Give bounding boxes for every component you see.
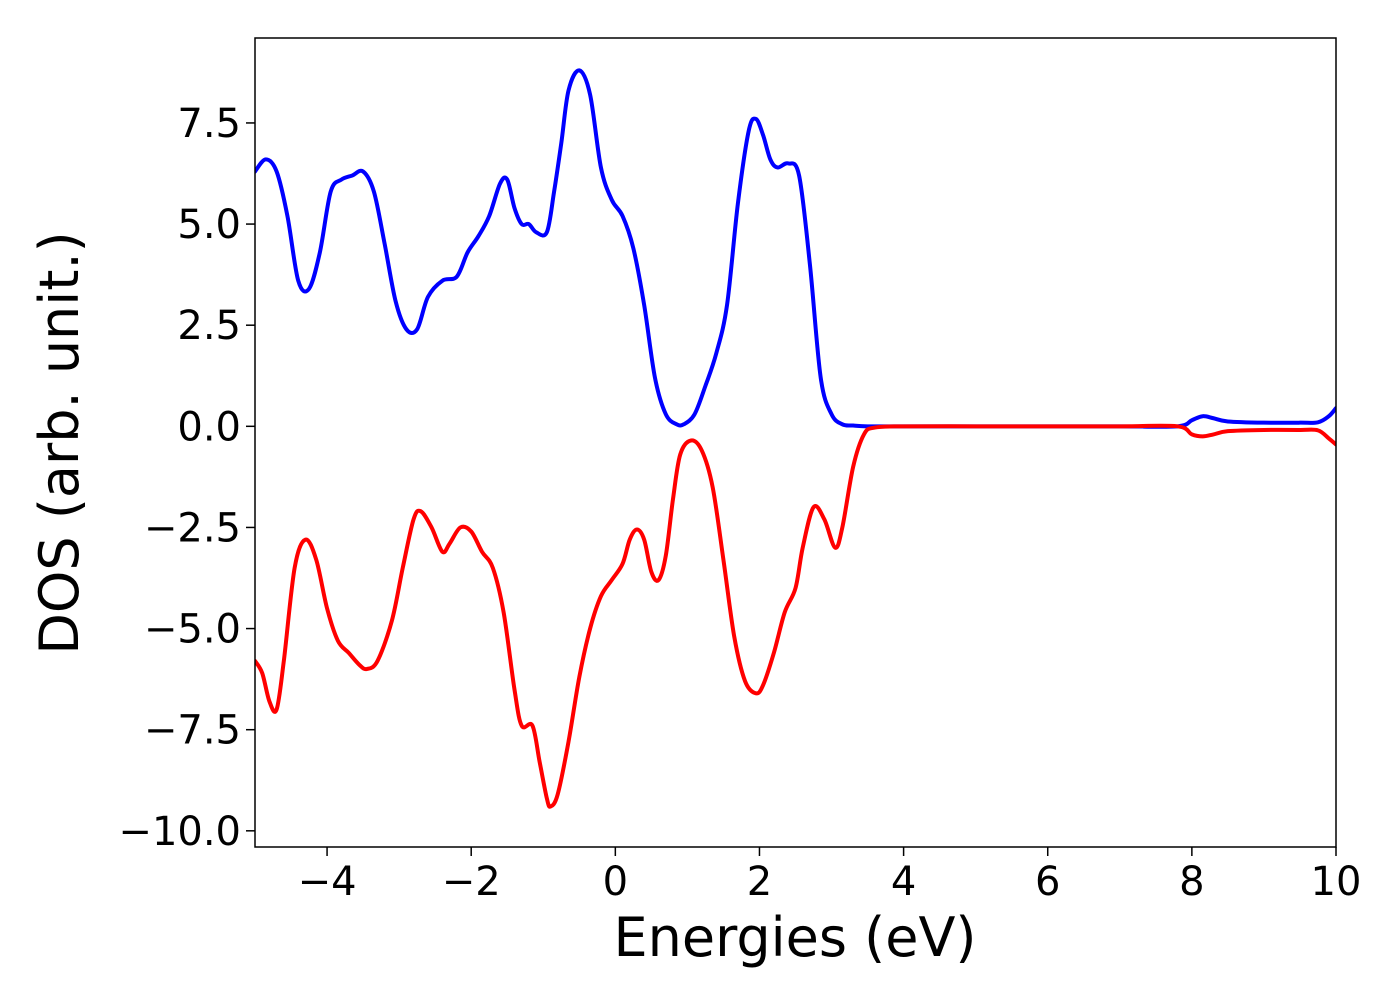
y-tick-label: 7.5: [177, 101, 241, 147]
y-tick-label: −2.5: [144, 505, 241, 551]
x-tick-label: −2: [442, 859, 501, 905]
y-axis-title: DOS (arb. unit.): [28, 231, 91, 654]
y-tick-label: 0.0: [177, 404, 241, 450]
y-tick-label: −10.0: [118, 809, 241, 855]
y-tick-label: 5.0: [177, 202, 241, 248]
x-tick-label: 0: [603, 859, 628, 905]
x-tick-label: 6: [1035, 859, 1060, 905]
x-tick-label: 8: [1179, 859, 1204, 905]
x-tick-label: 4: [891, 859, 916, 905]
y-tick-label: 2.5: [177, 303, 241, 349]
x-axis-title: Energies (eV): [614, 906, 977, 969]
y-axis-ticks: 7.5 5.0 2.5 0.0 −2.5 −5.0 −7.5 −10.0: [118, 101, 255, 855]
x-tick-label: −4: [298, 859, 357, 905]
axes-frame: [254, 37, 1337, 848]
x-tick-label: 2: [747, 859, 772, 905]
series-layer: [255, 68, 1336, 809]
y-tick-label: −7.5: [144, 708, 241, 754]
x-tick-label: 10: [1311, 859, 1362, 905]
axes-border: [254, 37, 1337, 848]
y-tick-label: −5.0: [144, 607, 241, 653]
x-axis-ticks: −4 −2 0 2 4 6 8 10: [298, 847, 1362, 905]
series-line-2: [255, 423, 1336, 809]
